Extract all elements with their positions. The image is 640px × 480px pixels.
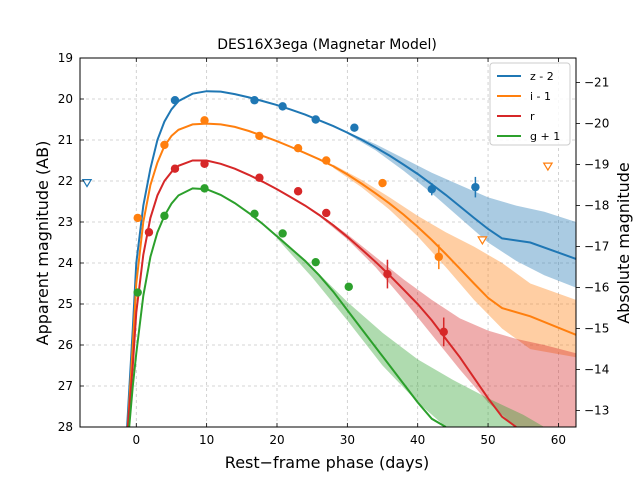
data-point (144, 228, 154, 237)
data-point (200, 159, 209, 168)
data-point (170, 96, 180, 105)
data-point (200, 116, 209, 125)
x-tick-label: 20 (269, 433, 284, 447)
y-tick-label: 24 (58, 256, 73, 270)
upper-limit-marker (81, 179, 93, 188)
data-point (322, 208, 331, 218)
data-point (344, 282, 353, 291)
legend-label-0: z - 2 (530, 70, 554, 83)
axes: 0 10 20 30 40 50 60 19 20 21 22 23 24 25 26 27 28 −13 −14 −… (58, 51, 610, 447)
data-point (471, 182, 480, 192)
x-tick-label: 0 (132, 433, 140, 447)
y-axis-label: Apparent magnitude (AB) (33, 141, 52, 346)
data-point (439, 327, 448, 337)
legend: z - 2 i - 1 r g + 1 (489, 62, 571, 146)
model-line-0 (126, 90, 576, 427)
y2-tick-label: −17 (584, 240, 609, 254)
data-point (250, 96, 259, 105)
legend-label-2: r (530, 110, 535, 123)
plot-frame (79, 57, 577, 428)
data-point (200, 184, 209, 193)
data-point (255, 131, 264, 141)
x-tick-label: 40 (410, 433, 425, 447)
upper-limit-marker (542, 162, 554, 172)
y2-tick-label: −13 (584, 404, 609, 418)
model-band-1 (333, 164, 576, 358)
chart-title: DES16X3ega (Magnetar Model) (217, 37, 437, 53)
model-band-0 (347, 131, 576, 288)
plot-area (81, 90, 576, 427)
y-tick-label: 20 (58, 92, 73, 106)
y-tick-label: 21 (58, 133, 73, 147)
upper-limit-marker (477, 236, 488, 246)
data-point (293, 144, 303, 153)
x-axis-label: Rest−frame phase (days) (225, 453, 429, 472)
data-point (434, 252, 444, 262)
y-tick-label: 28 (58, 420, 73, 434)
model-band-3 (277, 234, 545, 427)
y2-tick-label: −21 (584, 76, 609, 90)
x-tick-label: 60 (551, 433, 566, 447)
y2-tick-label: −16 (584, 281, 609, 295)
y2-axis-label: Absolute magnitude (614, 162, 633, 324)
y-tick-label: 26 (58, 338, 73, 352)
legend-label-1: i - 1 (530, 90, 551, 103)
y-tick-label: 19 (58, 51, 73, 65)
data-point (250, 209, 259, 218)
data-point (322, 156, 331, 165)
data-point (160, 140, 169, 150)
data-point (278, 102, 287, 111)
y2-tick-label: −14 (584, 363, 609, 377)
model-band-2 (319, 213, 576, 427)
data-point (427, 185, 436, 194)
data-point (160, 211, 169, 221)
data-point (170, 164, 180, 173)
data-point (311, 257, 320, 267)
y-tick-label: 27 (58, 379, 73, 393)
x-tick-label: 10 (199, 433, 214, 447)
legend-label-3: g + 1 (530, 130, 560, 143)
y2-tick-label: −15 (584, 322, 609, 336)
legend-box (489, 62, 571, 146)
x-tick-label: 50 (480, 433, 495, 447)
model-line-3 (128, 187, 447, 427)
y2-tick-label: −18 (584, 199, 609, 213)
data-point (383, 269, 392, 279)
y-tick-label: 25 (58, 297, 73, 311)
data-point (293, 187, 303, 196)
data-point (278, 229, 287, 238)
data-point (311, 115, 320, 124)
data-point (255, 173, 264, 182)
x-tick-label: 30 (340, 433, 355, 447)
data-point (350, 123, 359, 132)
data-point (378, 178, 387, 188)
data-point (133, 288, 142, 297)
y2-tick-label: −20 (584, 117, 609, 131)
y-tick-label: 23 (58, 215, 73, 229)
y2-tick-label: −19 (584, 158, 609, 172)
y-tick-label: 22 (58, 174, 73, 188)
data-point (133, 213, 142, 223)
